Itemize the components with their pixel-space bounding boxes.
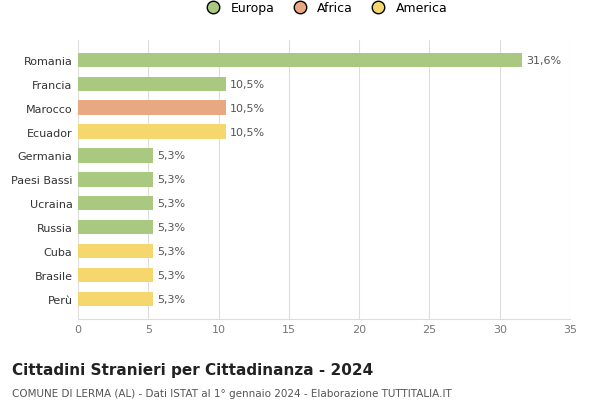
Text: COMUNE DI LERMA (AL) - Dati ISTAT al 1° gennaio 2024 - Elaborazione TUTTITALIA.I: COMUNE DI LERMA (AL) - Dati ISTAT al 1° … (12, 388, 452, 398)
Bar (78, 268, 152, 283)
Bar (78, 54, 522, 68)
Bar (78, 125, 226, 139)
Bar (78, 77, 226, 92)
Text: 5,3%: 5,3% (157, 175, 185, 185)
Bar (78, 197, 152, 211)
Text: 5,3%: 5,3% (157, 247, 185, 256)
Text: 5,3%: 5,3% (157, 151, 185, 161)
Text: 5,3%: 5,3% (157, 270, 185, 280)
Text: 31,6%: 31,6% (526, 56, 562, 66)
Bar (78, 149, 152, 163)
Text: 10,5%: 10,5% (230, 103, 265, 113)
Bar (78, 173, 152, 187)
Text: 10,5%: 10,5% (230, 80, 265, 90)
Text: 5,3%: 5,3% (157, 222, 185, 233)
Text: 5,3%: 5,3% (157, 199, 185, 209)
Bar (78, 244, 152, 258)
Bar (78, 101, 226, 116)
Text: 5,3%: 5,3% (157, 294, 185, 304)
Bar (78, 292, 152, 306)
Text: Cittadini Stranieri per Cittadinanza - 2024: Cittadini Stranieri per Cittadinanza - 2… (12, 362, 373, 377)
Text: 10,5%: 10,5% (230, 127, 265, 137)
Bar (78, 220, 152, 235)
Legend: Europa, Africa, America: Europa, Africa, America (196, 0, 452, 20)
